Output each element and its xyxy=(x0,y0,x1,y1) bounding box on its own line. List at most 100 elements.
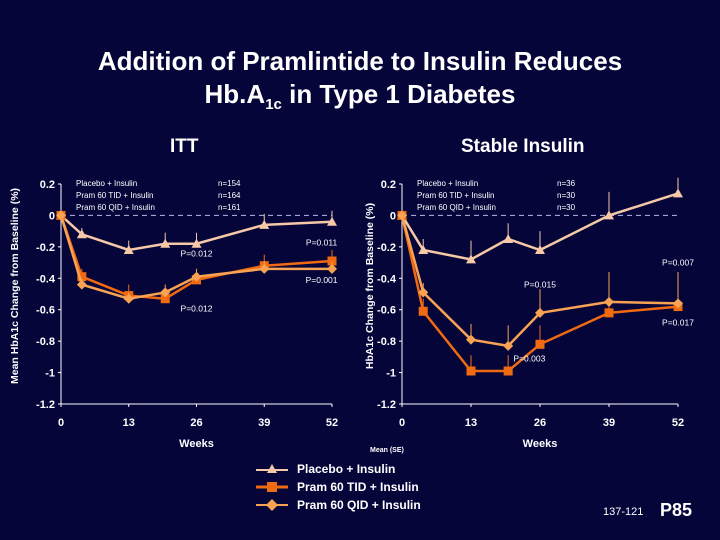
data-point-square xyxy=(77,272,87,282)
data-point-diamond xyxy=(327,263,337,274)
title-text-end: in Type 1 Diabetes xyxy=(281,79,516,109)
legend-label: Pram 60 QID + Insulin xyxy=(297,498,421,512)
p-value-annotation: P=0.011 xyxy=(306,237,338,247)
page-number: P85 xyxy=(660,500,693,520)
data-point-triangle xyxy=(191,238,202,248)
data-point-square xyxy=(604,308,614,318)
y-tick-label: 0.2 xyxy=(40,179,55,191)
data-point-square xyxy=(418,306,428,316)
legend: Placebo + Insulin Pram 60 TID + Insulin … xyxy=(255,460,421,514)
inline-legend-n: n=30 xyxy=(557,203,576,212)
legend-item-tid: Pram 60 TID + Insulin xyxy=(255,478,421,496)
inline-legend-n: n=30 xyxy=(557,191,576,200)
inline-legend-label: Pram 60 QID + Insulin xyxy=(417,203,496,212)
data-point-diamond xyxy=(56,210,66,221)
y-tick-label: -1 xyxy=(45,368,55,380)
legend-label: Pram 60 TID + Insulin xyxy=(297,480,419,494)
y-tick-label: 0 xyxy=(49,210,55,222)
data-point-triangle xyxy=(673,188,683,198)
data-point-diamond xyxy=(535,307,545,318)
data-point-diamond xyxy=(76,279,87,290)
y-tick-label: -1.2 xyxy=(36,399,55,411)
y-tick-label: -0.2 xyxy=(36,242,55,254)
data-point-diamond xyxy=(123,293,134,304)
legend-item-placebo: Placebo + Insulin xyxy=(255,460,421,478)
inline-legend-label: Pram 60 TID + Insulin xyxy=(76,191,153,200)
data-point-triangle xyxy=(76,229,87,239)
y-tick-label: -0.8 xyxy=(36,336,55,348)
legend-label: Placebo + Insulin xyxy=(297,462,396,476)
data-point-diamond xyxy=(259,263,270,274)
p-value-annotation: P=0.017 xyxy=(662,317,694,327)
data-point-diamond xyxy=(191,271,202,282)
x-tick-label: 52 xyxy=(672,417,684,429)
y-tick-label: -0.2 xyxy=(377,242,396,254)
title-text: Hb.A xyxy=(204,79,266,109)
title-subscript: 1c xyxy=(265,96,282,114)
p-value-annotation: P=0.012 xyxy=(181,248,213,258)
title-line-1: Addition of Pramlintide to Insulin Reduc… xyxy=(97,46,623,76)
data-point-square xyxy=(535,339,545,349)
p-value-annotation: P=0.012 xyxy=(181,303,213,313)
y-tick-label: -0.6 xyxy=(377,305,396,317)
inline-legend-label: Placebo + Insulin xyxy=(76,179,137,188)
square-marker-icon xyxy=(256,482,288,492)
x-tick-label: 26 xyxy=(534,417,546,429)
y-tick-label: -0.4 xyxy=(36,273,56,285)
y-tick-label: -0.8 xyxy=(377,336,396,348)
x-tick-label: 52 xyxy=(326,417,338,429)
p-value-annotation: P=0.003 xyxy=(513,354,545,364)
slide-code: 137-121 xyxy=(603,506,644,518)
inline-legend-n: n=164 xyxy=(218,191,241,200)
p-value-annotation: P=0.001 xyxy=(306,275,338,285)
x-tick-label: 26 xyxy=(190,417,202,429)
data-point-square xyxy=(503,366,513,376)
data-point-diamond xyxy=(397,210,407,221)
data-point-triangle xyxy=(123,245,134,254)
x-tick-label: 13 xyxy=(123,417,135,429)
inline-legend-label: Pram 60 QID + Insulin xyxy=(76,203,155,212)
y-tick-label: -1 xyxy=(386,368,396,380)
data-point-square xyxy=(160,294,170,304)
y-axis-label: HbA1c Change from Baseline (%) xyxy=(364,203,376,369)
inline-legend-n: n=161 xyxy=(218,203,241,212)
data-point-triangle xyxy=(535,245,545,254)
legend-item-qid: Pram 60 QID + Insulin xyxy=(255,496,421,514)
chart-title-itt: ITT xyxy=(170,136,199,157)
y-tick-label: -0.6 xyxy=(36,305,55,317)
inline-legend-n: n=36 xyxy=(557,179,576,188)
inline-legend-n: n=154 xyxy=(218,179,241,188)
data-point-diamond xyxy=(160,287,171,298)
y-tick-label: 0 xyxy=(390,210,396,222)
p-value-annotation: P=0.015 xyxy=(524,280,556,290)
x-tick-label: 0 xyxy=(58,417,64,429)
y-tick-label: -0.4 xyxy=(377,273,397,285)
data-point-square xyxy=(466,366,476,376)
data-point-diamond xyxy=(673,298,683,309)
legend-note: Mean (SE) xyxy=(370,447,404,454)
data-point-triangle xyxy=(466,254,476,264)
y-tick-label: 0.2 xyxy=(381,179,396,191)
x-tick-label: 13 xyxy=(465,417,477,429)
data-point-diamond xyxy=(503,340,514,351)
data-point-triangle xyxy=(418,245,429,254)
chart-title-stable: Stable Insulin xyxy=(461,136,585,157)
chart-1: 0.20-0.2-0.4-0.6-0.8-1-1.20 13 26 39 52Weeks… xyxy=(364,177,694,450)
data-point-triangle xyxy=(327,216,337,226)
title-line-2: Hb.A1c in Type 1 Diabetes xyxy=(0,78,720,121)
p-value-annotation: P=0.007 xyxy=(662,258,694,268)
y-tick-label: -1.2 xyxy=(377,399,396,411)
inline-legend-label: Pram 60 TID + Insulin xyxy=(417,191,494,200)
diamond-marker-icon xyxy=(256,499,288,511)
x-tick-label: 0 xyxy=(399,417,405,429)
x-tick-label: 39 xyxy=(258,417,270,429)
data-point-triangle xyxy=(604,210,614,220)
data-point-diamond xyxy=(604,296,614,307)
slide-title: Addition of Pramlintide to Insulin Reduc… xyxy=(0,45,720,121)
data-point-triangle xyxy=(503,234,514,243)
x-axis-label: Weeks xyxy=(523,438,558,450)
triangle-marker-icon xyxy=(256,464,288,473)
chart-0: 0.20-0.2-0.4-0.6-0.8-1-1.20 13 26 39 52Weeks… xyxy=(9,179,338,450)
inline-legend-label: Placebo + Insulin xyxy=(417,179,478,188)
